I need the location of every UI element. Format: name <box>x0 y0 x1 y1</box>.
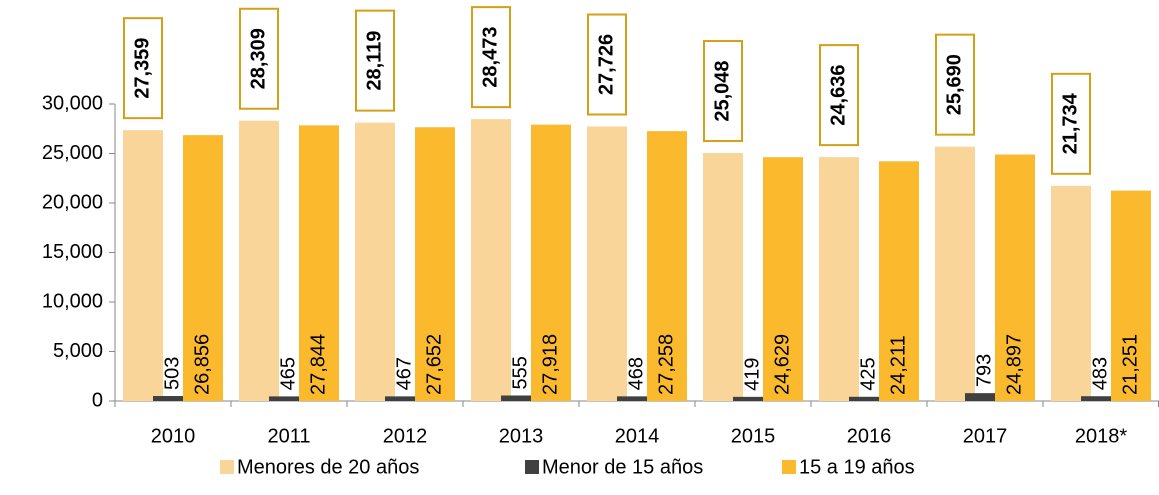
data-label: 28,473 <box>479 27 501 88</box>
data-label: 21,251 <box>1119 334 1141 395</box>
data-label: 793 <box>973 354 995 387</box>
bar <box>239 120 279 401</box>
data-label: 25,690 <box>943 54 965 115</box>
y-tick-label: 0 <box>92 389 103 411</box>
legend-label: Menores de 20 años <box>237 456 419 478</box>
label-box <box>239 7 279 110</box>
bar <box>415 127 455 401</box>
bar <box>763 157 803 401</box>
bar <box>531 124 571 401</box>
bar <box>587 126 627 401</box>
x-tick-label: 2018* <box>1075 425 1127 447</box>
data-label: 25,048 <box>711 60 733 121</box>
label-box <box>355 9 395 112</box>
bar <box>617 396 657 401</box>
bar <box>355 122 395 402</box>
y-tick-label: 15,000 <box>42 241 103 263</box>
data-label: 27,726 <box>595 34 617 95</box>
data-label: 419 <box>741 357 763 390</box>
data-label: 27,652 <box>423 334 445 395</box>
legend-swatch <box>782 460 796 474</box>
y-tick-label: 20,000 <box>42 191 103 213</box>
data-label: 467 <box>393 357 415 390</box>
data-label: 24,897 <box>1003 334 1025 395</box>
data-label: 26,856 <box>191 334 213 395</box>
label-box <box>471 6 511 109</box>
label-box <box>935 33 975 136</box>
data-label: 555 <box>509 356 531 389</box>
bar <box>153 396 193 401</box>
legend-label: 15 a 19 años <box>799 456 915 478</box>
data-label: 503 <box>161 357 183 390</box>
label-box <box>587 13 627 116</box>
data-label: 468 <box>625 357 647 390</box>
x-tick-label: 2010 <box>151 425 196 447</box>
label-box <box>819 44 859 147</box>
y-tick-label: 25,000 <box>42 142 103 164</box>
bar <box>733 396 773 401</box>
y-tick-label: 5,000 <box>53 340 103 362</box>
bar <box>269 396 309 401</box>
data-label: 425 <box>857 357 879 390</box>
data-label: 27,918 <box>539 334 561 395</box>
bar <box>849 396 889 401</box>
bar <box>385 396 425 401</box>
bar <box>123 130 163 401</box>
bar <box>965 393 1005 401</box>
data-label: 27,359 <box>131 38 153 99</box>
x-tick-label: 2016 <box>847 425 892 447</box>
x-tick-label: 2015 <box>731 425 776 447</box>
data-label: 24,211 <box>887 335 909 395</box>
bar <box>501 395 541 401</box>
data-label: 24,636 <box>827 65 849 126</box>
legend-swatch <box>220 460 234 474</box>
x-tick-label: 2013 <box>499 425 544 447</box>
bar <box>879 161 919 401</box>
label-box <box>1051 72 1091 175</box>
bar <box>1081 396 1121 401</box>
legend-swatch <box>525 460 539 474</box>
legend-label: Menor de 15 años <box>542 456 703 478</box>
y-tick-label: 10,000 <box>42 290 103 312</box>
label-box <box>123 17 163 120</box>
data-label: 27,844 <box>307 334 329 395</box>
bar <box>703 153 743 401</box>
bar <box>647 131 687 401</box>
bar <box>299 125 339 402</box>
y-tick-label: 30,000 <box>42 92 103 114</box>
x-tick-label: 2017 <box>963 425 1008 447</box>
bar <box>819 157 859 401</box>
data-label: 28,119 <box>363 31 385 91</box>
data-label: 27,258 <box>655 334 677 395</box>
data-label: 28,309 <box>247 28 269 89</box>
bar <box>471 119 511 401</box>
bar <box>1051 185 1091 401</box>
bar <box>935 146 975 401</box>
label-box <box>703 40 743 143</box>
data-label: 21,734 <box>1059 92 1081 154</box>
bar <box>183 135 223 401</box>
x-tick-label: 2011 <box>267 425 310 447</box>
data-label: 465 <box>277 357 299 390</box>
bar <box>995 154 1035 401</box>
bar <box>1111 190 1151 401</box>
x-tick-label: 2012 <box>383 425 428 447</box>
x-tick-label: 2014 <box>615 425 660 447</box>
data-label: 483 <box>1089 357 1111 390</box>
data-label: 24,629 <box>771 334 793 395</box>
